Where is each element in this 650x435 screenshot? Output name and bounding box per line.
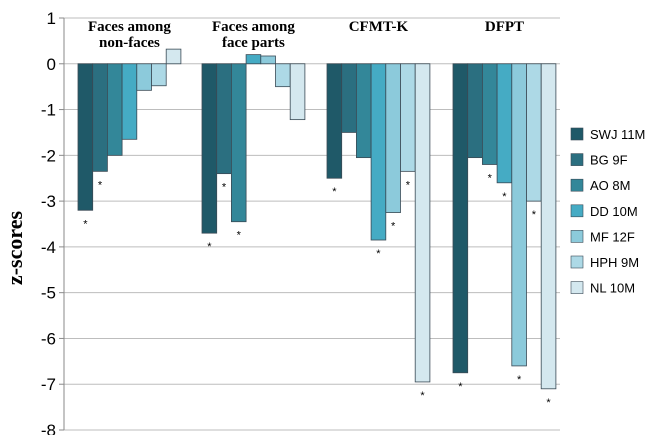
group-title: Faces among	[212, 19, 295, 35]
significance-star: *	[420, 390, 425, 402]
bar	[452, 63, 469, 374]
legend-label: NL 10M	[590, 281, 635, 296]
bar	[496, 63, 513, 184]
y-axis-title: z-scores	[2, 211, 27, 286]
legend-swatch	[570, 281, 584, 294]
bar	[121, 63, 138, 140]
legend: SWJ 11M BG 9F AO 8M DD 10M MF 12F HPH 9M NL 10…	[570, 127, 645, 296]
bar	[107, 63, 123, 156]
y-tick-label: -8	[41, 421, 56, 435]
y-tick-label: -2	[41, 146, 56, 165]
significance-star: *	[517, 374, 522, 386]
bar	[77, 63, 94, 211]
legend-label: AO 8M	[590, 178, 630, 193]
bar	[275, 63, 291, 88]
group-title: face parts	[222, 35, 285, 51]
bar	[216, 63, 232, 175]
legend-swatch	[570, 230, 584, 243]
bar	[260, 55, 276, 65]
bar	[385, 63, 401, 213]
bar	[511, 63, 527, 367]
legend-swatch	[570, 204, 584, 218]
significance-markers: * * * * * * * * * * * * * * * *	[83, 172, 551, 408]
bar	[326, 63, 343, 179]
bar	[355, 63, 372, 159]
group-title: non-faces	[99, 35, 160, 51]
y-tick-label: -4	[41, 238, 56, 257]
bar	[481, 63, 498, 165]
legend-swatch	[570, 178, 584, 192]
bar	[540, 63, 557, 390]
legend-swatch	[570, 255, 584, 269]
group-title: CFMT-K	[349, 19, 409, 35]
legend-label: MF 12F	[590, 229, 635, 244]
significance-star: *	[458, 381, 463, 393]
bar	[400, 63, 416, 172]
legend-label: HPH 9M	[590, 255, 639, 270]
significance-star: *	[488, 172, 493, 184]
legend-label: BG 9F	[590, 153, 628, 168]
y-tick-label: 1	[47, 9, 56, 28]
bar	[289, 63, 306, 121]
bar	[245, 54, 262, 65]
significance-star: *	[332, 186, 337, 198]
group-title: DFPT	[485, 19, 524, 35]
bar	[341, 63, 357, 133]
significance-star: *	[406, 179, 411, 191]
bar	[467, 63, 483, 159]
bar	[526, 63, 542, 202]
bar	[151, 63, 167, 87]
significance-star: *	[222, 182, 227, 194]
y-tick-label: -6	[41, 329, 56, 348]
legend-label: SWJ 11M	[590, 127, 645, 142]
bar	[201, 63, 218, 234]
legend-label: DD 10M	[590, 204, 638, 219]
y-tick-label: -3	[41, 192, 56, 211]
significance-star: *	[532, 209, 537, 221]
bar	[92, 63, 108, 172]
significance-star: *	[502, 191, 507, 203]
y-axis: 1 0 -1 -2 -3 -4 -5 -6 -7 -8	[41, 9, 65, 435]
significance-star: *	[546, 397, 551, 409]
bar	[230, 63, 247, 223]
significance-star: *	[391, 221, 396, 233]
group-title: Faces among	[88, 19, 171, 35]
legend-swatch	[570, 153, 584, 166]
significance-star: *	[83, 218, 88, 230]
significance-star: *	[237, 230, 242, 242]
legend-swatch	[570, 127, 584, 141]
bar	[370, 63, 387, 241]
significance-star: *	[207, 241, 212, 253]
y-tick-label: -7	[41, 375, 56, 394]
significance-star: *	[98, 179, 103, 191]
bars	[77, 48, 557, 390]
y-tick-label: -5	[41, 284, 56, 303]
y-tick-label: 0	[47, 55, 56, 74]
y-tick-label: -1	[41, 101, 56, 120]
bar	[165, 48, 182, 65]
significance-star: *	[376, 248, 381, 260]
bar	[414, 63, 431, 383]
bar	[136, 63, 152, 91]
